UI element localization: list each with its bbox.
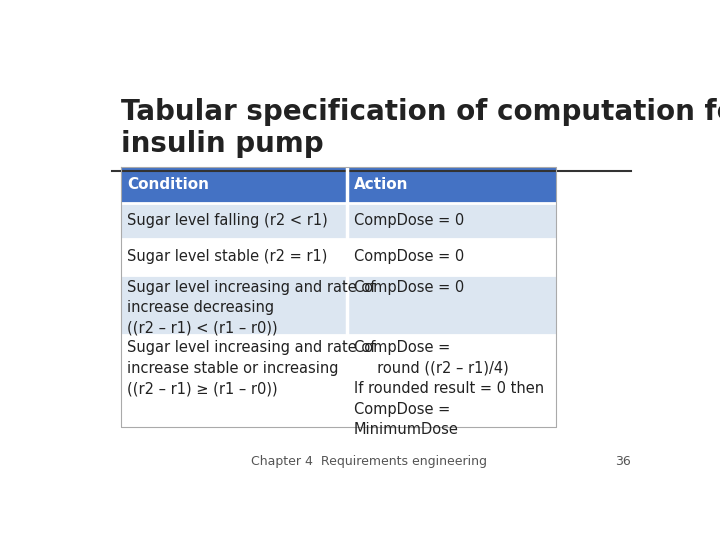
Text: Chapter 4  Requirements engineering: Chapter 4 Requirements engineering	[251, 455, 487, 468]
Text: Sugar level increasing and rate of
increase decreasing
((r2 – r1) < (r1 – r0)): Sugar level increasing and rate of incre…	[127, 280, 376, 336]
Bar	[121, 239, 556, 274]
Bar	[121, 335, 556, 427]
Text: CompDose = 0: CompDose = 0	[354, 280, 464, 295]
Bar	[121, 167, 556, 202]
Text: 36: 36	[616, 455, 631, 468]
Text: Sugar level increasing and rate of
increase stable or increasing
((r2 – r1) ≥ (r: Sugar level increasing and rate of incre…	[127, 340, 376, 396]
Text: CompDose = 0: CompDose = 0	[354, 249, 464, 264]
Text: CompDose = 0: CompDose = 0	[354, 213, 464, 228]
Bar	[121, 274, 556, 335]
Text: Action: Action	[354, 177, 408, 192]
Text: Tabular specification of computation for an
insulin pump: Tabular specification of computation for…	[121, 98, 720, 158]
Text: CompDose =
     round ((r2 – r1)/4)
If rounded result = 0 then
CompDose =
Minimu: CompDose = round ((r2 – r1)/4) If rounde…	[354, 340, 544, 437]
Text: Sugar level falling (r2 < r1): Sugar level falling (r2 < r1)	[127, 213, 328, 228]
Text: Sugar level stable (r2 = r1): Sugar level stable (r2 = r1)	[127, 249, 328, 264]
Bar	[121, 202, 556, 239]
Text: Condition: Condition	[127, 177, 210, 192]
